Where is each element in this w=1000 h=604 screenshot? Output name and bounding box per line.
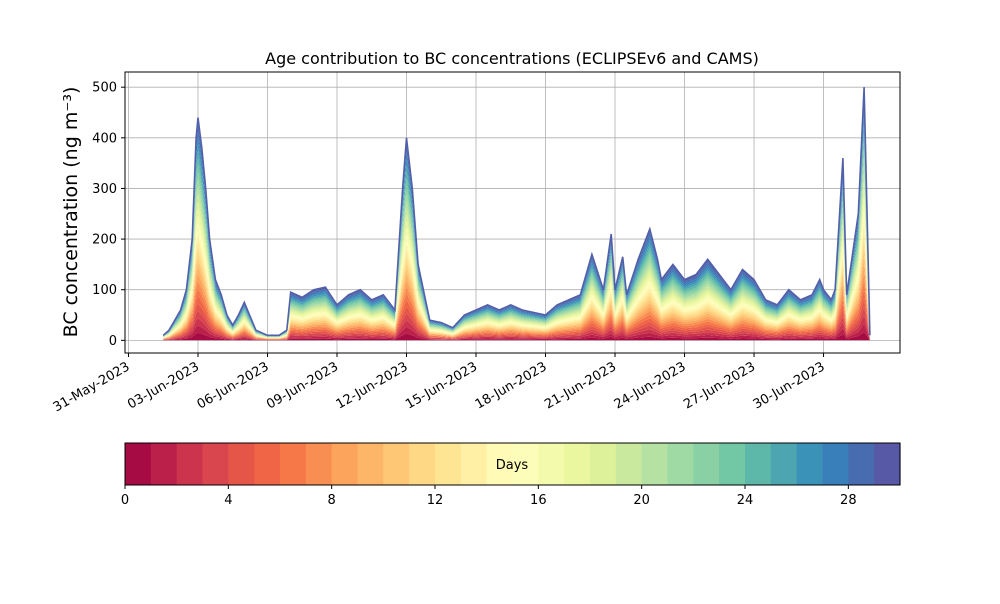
colorbar-segment: [435, 443, 462, 485]
colorbar-tick-label: 12: [427, 493, 444, 508]
colorbar-segment: [667, 443, 694, 485]
colorbar-tick-label: 24: [737, 493, 754, 508]
colorbar-segment: [357, 443, 384, 485]
colorbar-segment: [305, 443, 333, 485]
colorbar-tick-label: 8: [328, 493, 336, 508]
age-band-area: [163, 323, 870, 341]
colorbar-segment: [254, 443, 281, 485]
y-tick-label: 200: [92, 233, 117, 248]
age-band-area: [163, 331, 870, 341]
colorbar-segment: [228, 443, 255, 485]
colorbar-segment: [564, 443, 591, 485]
colorbar-tick-label: 16: [530, 493, 547, 508]
colorbar-segment: [615, 443, 643, 485]
colorbar-tick-label: 0: [121, 493, 129, 508]
colorbar-segment: [848, 443, 875, 485]
y-tick-label: 300: [92, 182, 117, 197]
colorbar: 0 4 8 12 16 20 24 28: [121, 442, 901, 508]
colorbar-tick-label: 20: [633, 493, 650, 508]
age-band-area: [163, 315, 870, 340]
colorbar-segment: [538, 443, 565, 485]
colorbar-segment: [719, 443, 746, 485]
colorbar-segment: [460, 443, 488, 485]
colorbar-segment: [280, 443, 307, 485]
colorbar-segment: [150, 443, 178, 485]
colorbar-segment: [796, 443, 824, 485]
colorbar-segment: [331, 443, 359, 485]
y-tick-label: 400: [92, 131, 117, 146]
colorbar-segment: [383, 443, 410, 485]
colorbar-segment: [409, 443, 436, 485]
colorbar-frame: [124, 442, 901, 486]
colorbar-tick-label: 28: [840, 493, 857, 508]
colorbar-segment: [745, 443, 772, 485]
colorbar-segment: [874, 443, 901, 485]
y-tick-label: 500: [92, 81, 117, 96]
total-line: [162, 87, 871, 337]
colorbar-segment: [641, 443, 669, 485]
colorbar-segment: [590, 443, 617, 485]
stacked-areas: [162, 87, 871, 341]
colorbar-segment: [693, 443, 720, 485]
y-axis-label: BC concentration (ng m⁻³): [60, 87, 82, 338]
y-axis: 0 100 200 300 400 500: [92, 81, 125, 349]
colorbar-segment: [822, 443, 849, 485]
chart-title: Age contribution to BC concentrations (E…: [265, 49, 759, 68]
colorbar-label: Days: [496, 458, 529, 473]
colorbar-segment: [486, 443, 514, 485]
colorbar-segment: [770, 443, 798, 485]
colorbar-segment: [202, 443, 229, 485]
colorbar-segment: [512, 443, 539, 485]
y-tick-label: 0: [109, 334, 117, 349]
colorbar-segment: [125, 443, 152, 485]
y-tick-label: 100: [92, 283, 117, 298]
colorbar-segment: [176, 443, 204, 485]
plot-frame: [124, 71, 901, 354]
colorbar-tick-label: 4: [224, 493, 232, 508]
